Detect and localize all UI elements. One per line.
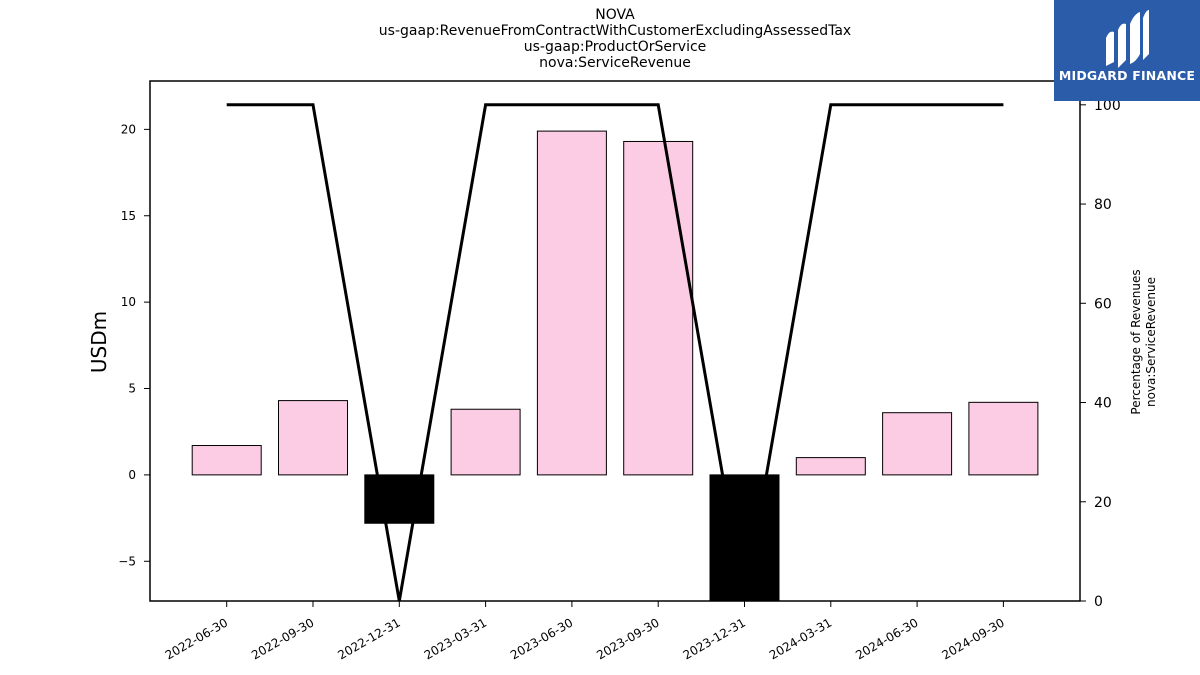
bar-2022-12-31 xyxy=(364,474,435,524)
y-tick-label-right: 80 xyxy=(1094,197,1112,213)
x-tick-label: 2023-09-30 xyxy=(594,615,661,662)
x-tick-label: 2024-09-30 xyxy=(939,615,1006,662)
logo-mark-icon xyxy=(1106,10,1149,69)
y-tick-label-left: 5 xyxy=(128,382,136,396)
bar-2022-06-30 xyxy=(191,445,262,476)
midgard-finance-logo: MIDGARD FINANCE xyxy=(1054,0,1200,101)
x-tick-label: 2022-12-31 xyxy=(335,615,402,662)
bar-2024-09-30 xyxy=(968,401,1039,476)
logo-text: MIDGARD FINANCE xyxy=(1058,68,1196,83)
y-axis-label-right-line-2: nova:ServiceRevenue xyxy=(1144,276,1158,408)
bar-2023-09-30 xyxy=(623,140,694,476)
y-tick-label-left: 15 xyxy=(121,209,136,223)
bar-2024-03-31 xyxy=(795,457,866,476)
y-axis-label-right: Percentage of Revenues nova:ServiceReven… xyxy=(1129,269,1159,414)
x-tick-label: 2023-06-30 xyxy=(508,615,575,662)
bar-2023-03-31 xyxy=(450,408,521,476)
y-tick-label-right: 20 xyxy=(1094,495,1112,511)
y-tick-label-right: 100 xyxy=(1094,98,1121,114)
y-axis-label-right-line-1: Percentage of Revenues xyxy=(1129,269,1143,415)
y-tick-label-right: 40 xyxy=(1094,396,1112,412)
x-tick-label: 2023-12-31 xyxy=(681,615,748,662)
y-tick-label-right: 0 xyxy=(1094,594,1103,610)
chart-title-line-3: us-gaap:ProductOrService xyxy=(523,39,707,55)
y-tick-label-left: −5 xyxy=(118,554,136,568)
percentage-line xyxy=(226,103,1004,602)
chart-title-line-1: NOVA xyxy=(595,7,635,23)
x-tick-label: 2023-03-31 xyxy=(422,615,489,662)
x-tick-label: 2022-06-30 xyxy=(163,615,230,662)
x-tick-label: 2024-03-31 xyxy=(767,615,834,662)
bar-2023-06-30 xyxy=(536,130,607,476)
chart-title-line-4: nova:ServiceRevenue xyxy=(539,55,691,71)
y-tick-label-left: 10 xyxy=(121,295,136,309)
plot-frame xyxy=(149,80,1081,602)
y-tick-label-left: 20 xyxy=(121,122,136,136)
bar-2024-06-30 xyxy=(882,412,953,476)
y-tick-label-right: 60 xyxy=(1094,296,1112,312)
bar-2023-12-31 xyxy=(709,474,780,602)
chart-title-line-2: us-gaap:RevenueFromContractWithCustomerE… xyxy=(378,23,852,39)
bar-2022-09-30 xyxy=(278,400,348,476)
x-tick-label: 2022-09-30 xyxy=(249,615,316,662)
y-axis-label-left: USDm xyxy=(87,310,111,374)
y-tick-label-left: 0 xyxy=(128,468,136,482)
x-tick-label: 2024-06-30 xyxy=(853,615,920,662)
